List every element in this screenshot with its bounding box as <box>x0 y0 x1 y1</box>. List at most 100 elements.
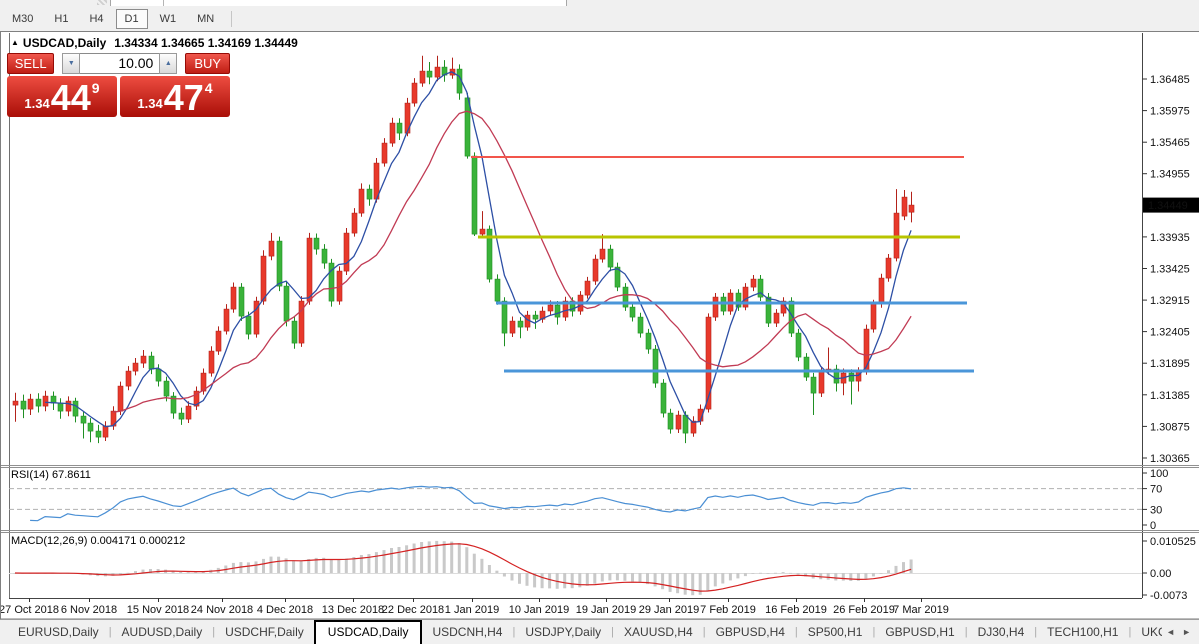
svg-text:1.34955: 1.34955 <box>1150 169 1190 181</box>
svg-text:16 Feb 2019: 16 Feb 2019 <box>765 604 827 616</box>
candles <box>12 55 915 444</box>
toolbar-texture <box>97 0 107 5</box>
tab-separator: | <box>702 626 706 638</box>
tab-scroll-right-icon[interactable]: ► <box>1182 627 1191 637</box>
svg-text:27 Oct 2018: 27 Oct 2018 <box>1 604 59 616</box>
chart-tab-usdchf-daily[interactable]: USDCHF,Daily <box>225 625 304 639</box>
buy-button[interactable]: BUY <box>185 53 230 74</box>
svg-text:0.010525: 0.010525 <box>1150 536 1196 548</box>
timeframe-button-m30[interactable]: M30 <box>12 12 34 25</box>
sell-button[interactable]: SELL <box>7 53 55 74</box>
date-axis: 27 Oct 2018 6 Nov 2018 15 Nov 2018 24 Nov 2… <box>1 598 949 616</box>
timeframe-button-d1[interactable]: D1 <box>115 8 148 29</box>
chart-tab-audusd-daily[interactable]: AUDUSD,Daily <box>121 625 203 639</box>
chart-tab-dj30-h4[interactable]: DJ30,H4 <box>977 625 1025 639</box>
svg-text:15 Nov 2018: 15 Nov 2018 <box>127 604 189 616</box>
chart-tab-usdcad-daily[interactable]: USDCAD,Daily <box>313 620 423 644</box>
price-axis: 1.36485 1.35975 1.35465 1.34955 1.33935 1.334… <box>1142 74 1199 465</box>
svg-text:7 Feb 2019: 7 Feb 2019 <box>700 604 756 616</box>
sell-price-box[interactable]: 1.34 44 9 <box>7 76 117 117</box>
svg-text:1.34449: 1.34449 <box>1148 200 1188 212</box>
chart-tab-gbpusd-h1[interactable]: GBPUSD,H1 <box>885 625 955 639</box>
svg-text:1.36485: 1.36485 <box>1150 74 1190 86</box>
sell-price-prefix: 1.34 <box>24 96 50 111</box>
chart-tab-xauusd-h4[interactable]: XAUUSD,H4 <box>624 625 693 639</box>
rsi-indicator-label: RSI(14) 67.8611 <box>11 469 91 481</box>
toolbar-combo-remnant <box>110 0 567 6</box>
svg-text:100: 100 <box>1150 468 1168 480</box>
timeframe-button-mn[interactable]: MN <box>197 12 215 25</box>
svg-text:1.31895: 1.31895 <box>1150 358 1190 370</box>
tab-separator: | <box>212 626 216 638</box>
chart-tab-sp500-h1[interactable]: SP500,H1 <box>807 625 863 639</box>
chart-tab-usdjpy-daily[interactable]: USDJPY,Daily <box>525 625 602 639</box>
svg-text:1 Jan 2019: 1 Jan 2019 <box>445 604 499 616</box>
tab-separator: | <box>872 626 876 638</box>
svg-text:10 Jan 2019: 10 Jan 2019 <box>509 604 570 616</box>
volume-spinner: ▼ 10.00 ▲ <box>62 53 178 74</box>
svg-text:24 Nov 2018: 24 Nov 2018 <box>191 604 253 616</box>
svg-text:1.30875: 1.30875 <box>1150 421 1190 433</box>
svg-text:19 Jan 2019: 19 Jan 2019 <box>576 604 637 616</box>
tab-separator: | <box>108 626 112 638</box>
chart-tab-eurusd-daily[interactable]: EURUSD,Daily <box>18 625 99 639</box>
timeframe-button-h1[interactable]: H1 <box>54 12 69 25</box>
svg-text:6 Nov 2018: 6 Nov 2018 <box>61 604 117 616</box>
svg-text:70: 70 <box>1150 484 1162 496</box>
svg-text:7 Mar 2019: 7 Mar 2019 <box>893 604 949 616</box>
tab-separator: | <box>964 626 968 638</box>
svg-text:26 Feb 2019: 26 Feb 2019 <box>833 604 895 616</box>
volume-increase-icon[interactable]: ▲ <box>159 53 178 74</box>
timeframe-button-w1[interactable]: W1 <box>159 12 177 25</box>
chart-tab-tech100-h1[interactable]: TECH100,H1 <box>1047 625 1119 639</box>
buy-price-pip: 4 <box>204 80 213 96</box>
tab-scroll-left-icon[interactable]: ◄ <box>1166 627 1176 637</box>
volume-decrease-icon[interactable]: ▼ <box>62 53 81 74</box>
chart-window: 1.36485 1.35975 1.35465 1.34955 1.33935 1.334… <box>0 31 1199 619</box>
current-price-badge <box>1143 197 1199 213</box>
tab-separator: | <box>794 626 798 638</box>
svg-text:22 Dec 2018: 22 Dec 2018 <box>382 604 444 616</box>
buy-price-prefix: 1.34 <box>137 96 163 111</box>
chart-tab-usdcnh-h4[interactable]: USDCNH,H4 <box>432 625 503 639</box>
svg-text:1.33935: 1.33935 <box>1150 232 1190 244</box>
upper-toolbar-remnant <box>0 0 1199 6</box>
tab-separator: | <box>1034 626 1038 638</box>
chart-symbol-label: USDCAD,Daily <box>22 36 107 50</box>
svg-text:1.32405: 1.32405 <box>1150 327 1190 339</box>
timeframe-toolbar: M30 H1 H4 D1 W1 MN <box>0 6 1199 32</box>
svg-text:1.33425: 1.33425 <box>1150 264 1190 276</box>
svg-text:29 Jan 2019: 29 Jan 2019 <box>639 604 700 616</box>
svg-text:1.30365: 1.30365 <box>1150 453 1190 465</box>
support-resistance-lines[interactable] <box>471 156 974 373</box>
svg-text:4 Dec 2018: 4 Dec 2018 <box>257 604 313 616</box>
chart-marker-icon[interactable]: ▲ <box>11 38 19 47</box>
svg-text:1.31385: 1.31385 <box>1150 390 1190 402</box>
chart-ohlc-values: 1.34334 1.34665 1.34169 1.34449 <box>114 36 298 50</box>
svg-text:1.32915: 1.32915 <box>1150 295 1190 307</box>
one-click-trading-panel: SELL ▼ 10.00 ▲ BUY 1.34 44 9 1.34 47 4 <box>7 53 230 117</box>
chart-frame <box>1 33 1199 619</box>
sell-price-main: 44 <box>50 77 91 119</box>
timeframe-button-h4[interactable]: H4 <box>89 12 104 25</box>
sell-price-pip: 9 <box>91 80 100 96</box>
rsi-pane: 100 70 30 0 <box>9 468 1168 532</box>
svg-text:0: 0 <box>1150 520 1156 532</box>
volume-input[interactable]: 10.00 <box>80 53 160 74</box>
svg-text:13 Dec 2018: 13 Dec 2018 <box>322 604 384 616</box>
chart-tab-ukoil[interactable]: UKOil, <box>1141 625 1162 639</box>
macd-histogram <box>13 540 913 596</box>
toolbar-separator <box>231 10 233 27</box>
macd-pane: 0.010525 0.00 -0.0073 <box>9 536 1196 602</box>
toolbar-divider <box>163 0 164 6</box>
chart-title: ▲ USDCAD,Daily 1.34334 1.34665 1.34169 1.3… <box>11 36 298 50</box>
svg-text:1.35975: 1.35975 <box>1150 106 1190 118</box>
svg-text:-0.0073: -0.0073 <box>1150 590 1187 602</box>
buy-price-box[interactable]: 1.34 47 4 <box>120 76 230 117</box>
chart-tab-gbpusd-h4[interactable]: GBPUSD,H4 <box>715 625 785 639</box>
tab-separator: | <box>1128 626 1132 638</box>
rsi-line <box>30 485 912 522</box>
tab-separator: | <box>611 626 615 638</box>
price-chart-canvas[interactable]: 1.36485 1.35975 1.35465 1.34955 1.33935 1.334… <box>1 32 1199 620</box>
